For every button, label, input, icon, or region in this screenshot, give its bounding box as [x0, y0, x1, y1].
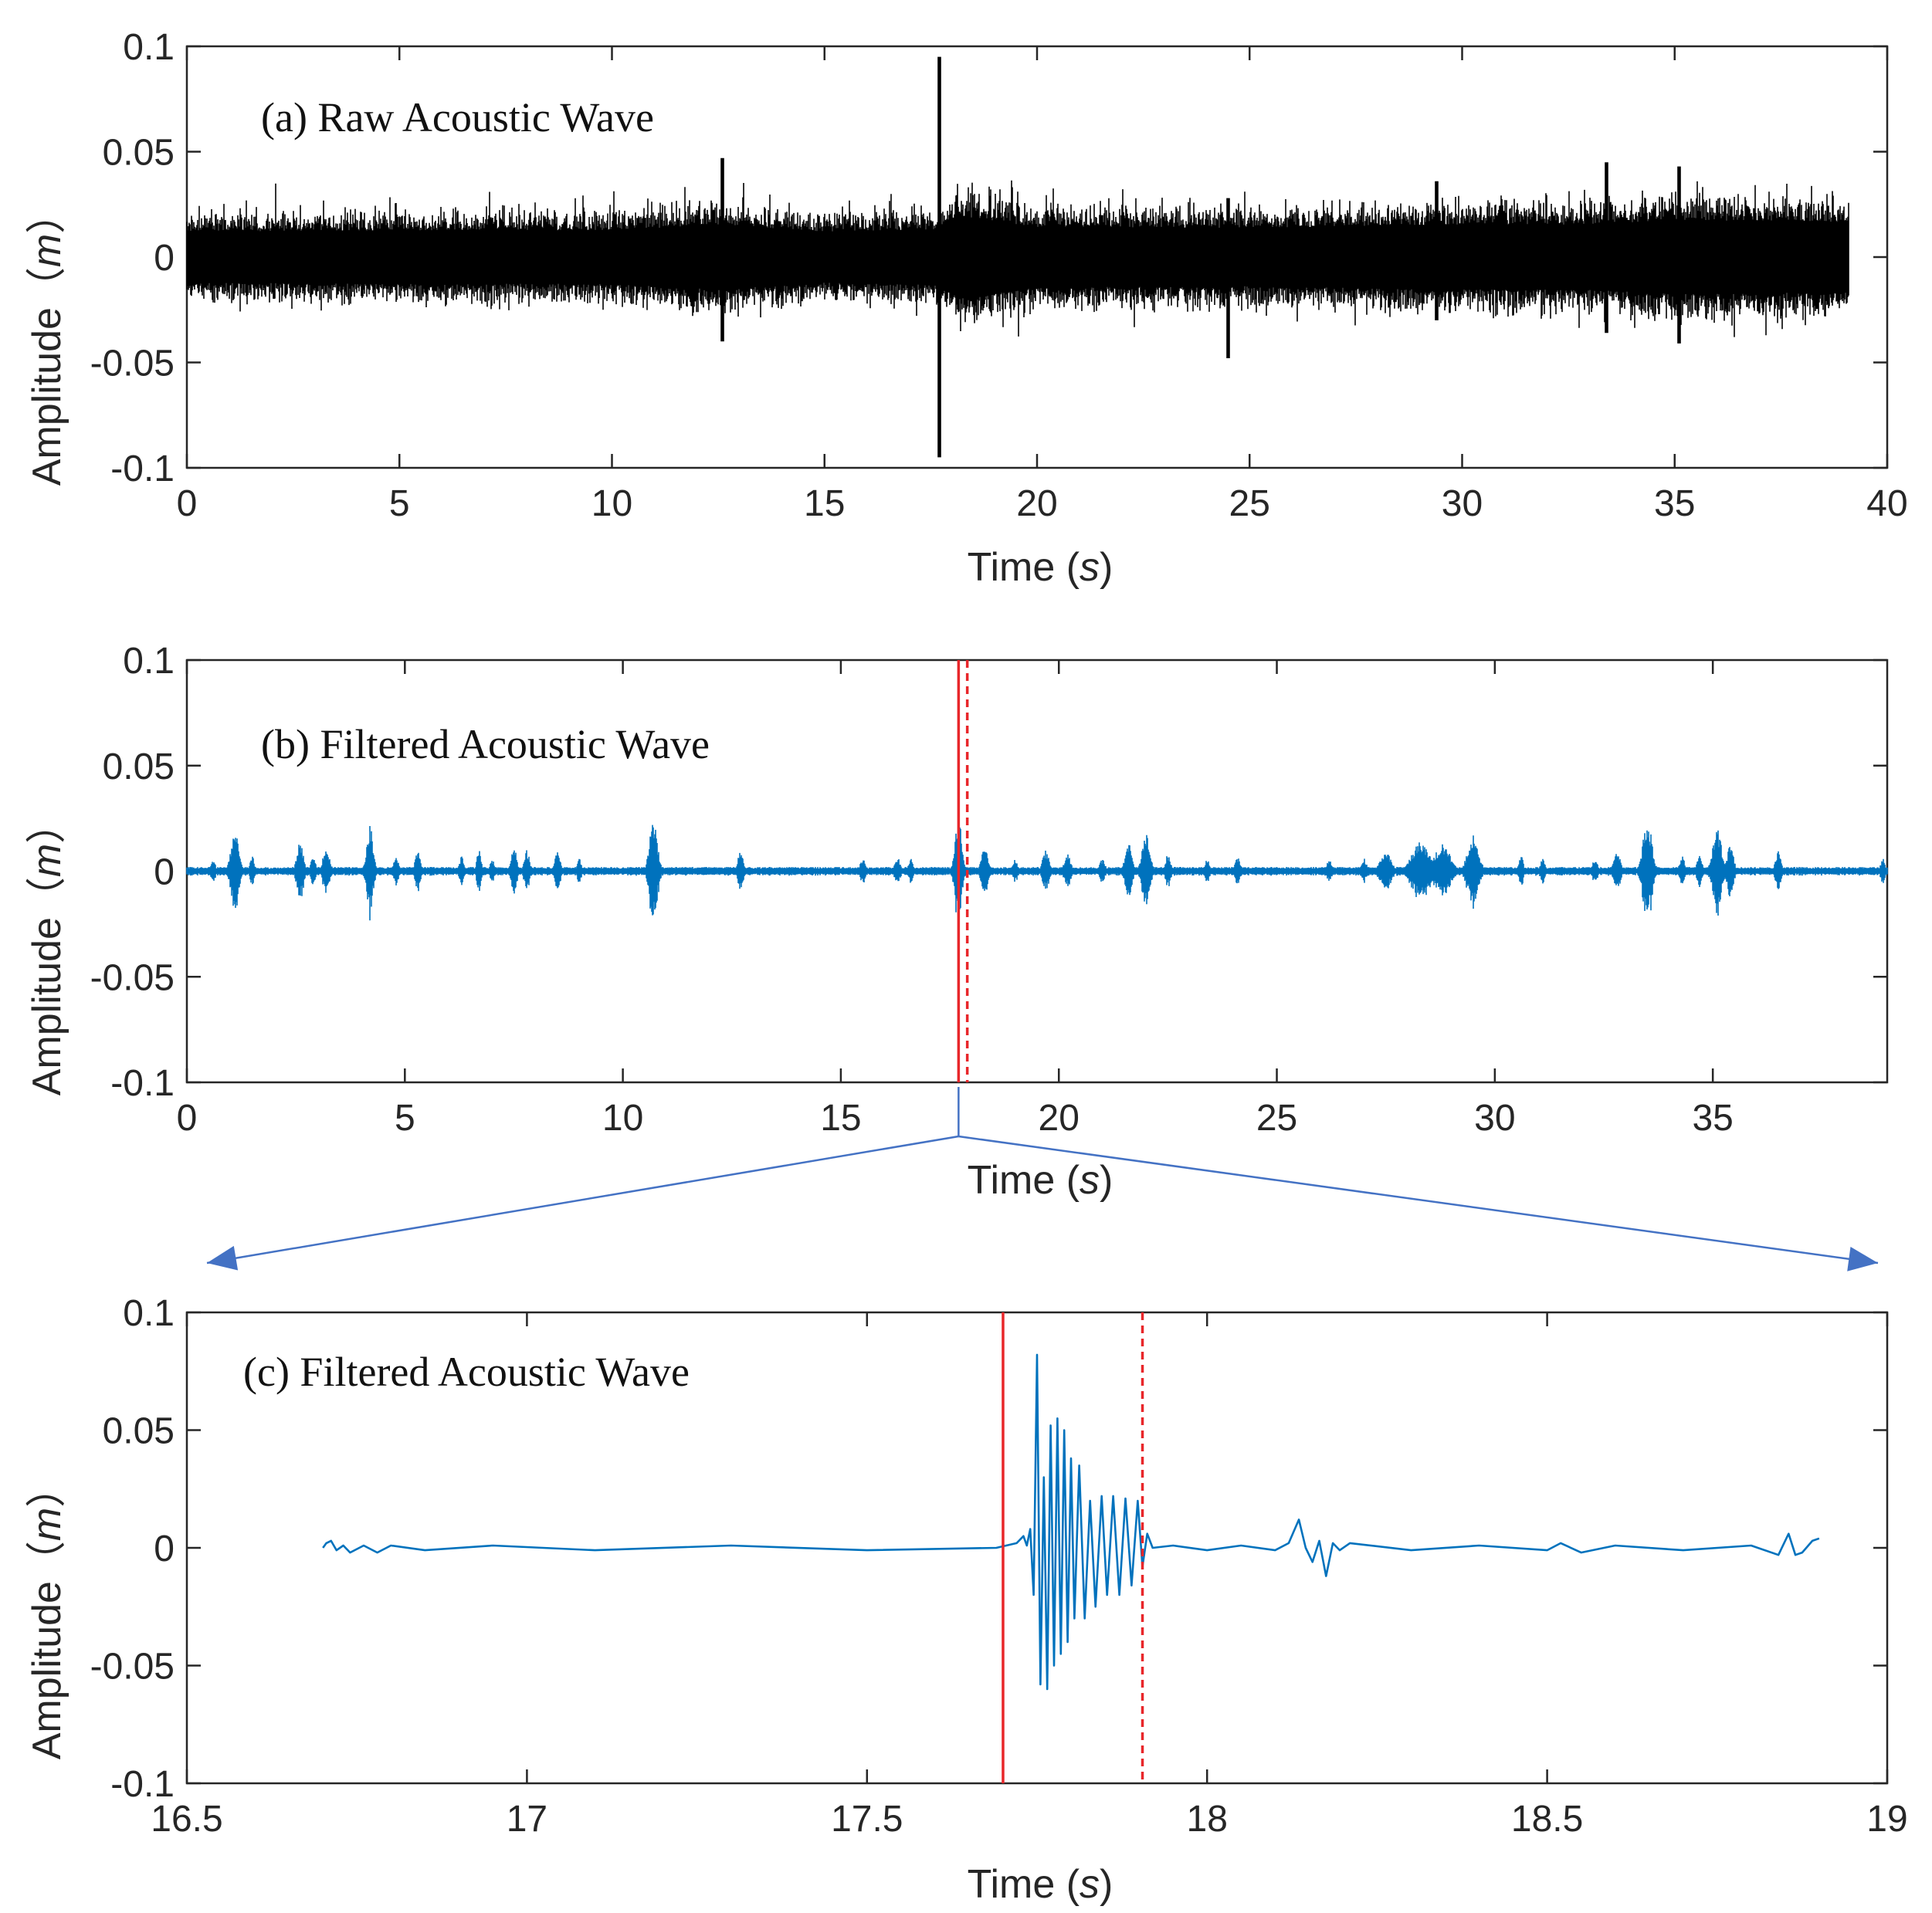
panel-c-x-tick-label: 17: [507, 1799, 547, 1840]
panel-b-x-tick-label: 25: [1256, 1098, 1297, 1139]
panel-c-x-tick-label: 18: [1187, 1799, 1228, 1840]
panel-b-y-tick-label: 0.05: [103, 747, 175, 787]
panel-a-x-tick-label: 5: [389, 483, 410, 524]
panel-a-x-tick-label: 40: [1866, 483, 1907, 524]
zoom-arrowhead-left: [207, 1245, 239, 1271]
zoom-arrowhead-right: [1847, 1247, 1878, 1271]
panel-a-x-tick-label: 0: [177, 483, 198, 524]
panel-b-x-tick-label: 5: [395, 1098, 415, 1139]
panel-c-ylabel: Amplitude（m）: [25, 1468, 69, 1760]
panel-a-x-tick-label: 10: [591, 483, 632, 524]
zoom-connector-line-left: [206, 1135, 959, 1265]
panel-b-ylabel: Amplitude（m）: [25, 804, 69, 1096]
panel-b-title: (b) Filtered Acoustic Wave: [261, 721, 710, 767]
panel-b-y-tick-label: -0.05: [90, 957, 175, 998]
panel-c-xlabel: Time (s): [968, 1862, 1113, 1907]
panel-a-x-tick-label: 20: [1016, 483, 1057, 524]
panel-b-x-tick-label: 30: [1474, 1098, 1515, 1139]
panel-c-y-tick-label: 0.05: [103, 1411, 175, 1452]
panel-c-y-tick-label: -0.1: [110, 1764, 175, 1805]
panel-b-y-tick-label: -0.1: [110, 1063, 175, 1104]
panel-a-x-tick-label: 35: [1654, 483, 1695, 524]
panel-c-x-tick-label: 18.5: [1511, 1799, 1583, 1840]
panel-a-xlabel: Time (s): [968, 545, 1113, 590]
panel-a-y-tick-label: -0.1: [110, 449, 175, 489]
panel-b-xlabel: Time (s): [968, 1158, 1113, 1203]
panel-a-x-tick-label: 25: [1229, 483, 1270, 524]
panel-a-y-tick-label: 0: [154, 238, 175, 279]
panel-a-raw-acoustic-wave: Amplitude（m） Time (s) (a) Raw Acoustic W…: [25, 27, 1908, 590]
panel-a-y-tick-label: 0.1: [123, 27, 175, 68]
panel-a-y-tick-label: 0.05: [103, 133, 175, 174]
panel-a-x-tick-label: 15: [804, 483, 845, 524]
panel-c-title: (c) Filtered Acoustic Wave: [243, 1349, 690, 1395]
panel-c-x-tick-label: 16.5: [151, 1799, 222, 1840]
panel-a-title: (a) Raw Acoustic Wave: [261, 94, 654, 141]
panel-b-x-tick-label: 35: [1692, 1098, 1733, 1139]
panel-a-ylabel: Amplitude（m）: [25, 194, 69, 486]
panel-c-series-filtered: [322, 1353, 1820, 1691]
panel-b-x-tick-label: 20: [1039, 1098, 1080, 1139]
panel-b-x-tick-label: 15: [820, 1098, 861, 1139]
panel-c-x-tick-label: 17.5: [831, 1799, 903, 1840]
panel-c-filtered-acoustic-wave-zoom: Amplitude（m） Time (s) (c) Filtered Acous…: [25, 1293, 1908, 1907]
zoom-connector-line-right: [958, 1135, 1879, 1265]
panel-c-y-tick-label: 0: [154, 1529, 175, 1569]
panel-c-y-tick-label: -0.05: [90, 1647, 175, 1688]
panel-c-x-tick-label: 19: [1866, 1799, 1907, 1840]
panel-b-x-tick-label: 10: [602, 1098, 643, 1139]
panel-b-series-filtered: [186, 818, 1888, 921]
panel-b-filtered-acoustic-wave: Amplitude（m） Time (s) (b) Filtered Acous…: [25, 641, 1889, 1203]
zoom-connector: [206, 1087, 1879, 1271]
panel-a-series-raw: [186, 56, 1849, 458]
panel-b-x-tick-label: 0: [177, 1098, 198, 1139]
panel-a-x-tick-label: 30: [1442, 483, 1483, 524]
panel-b-y-tick-label: 0.1: [123, 641, 175, 682]
panel-a-y-tick-label: -0.05: [90, 344, 175, 384]
panel-b-y-tick-label: 0: [154, 852, 175, 893]
panel-c-y-tick-label: 0.1: [123, 1293, 175, 1334]
